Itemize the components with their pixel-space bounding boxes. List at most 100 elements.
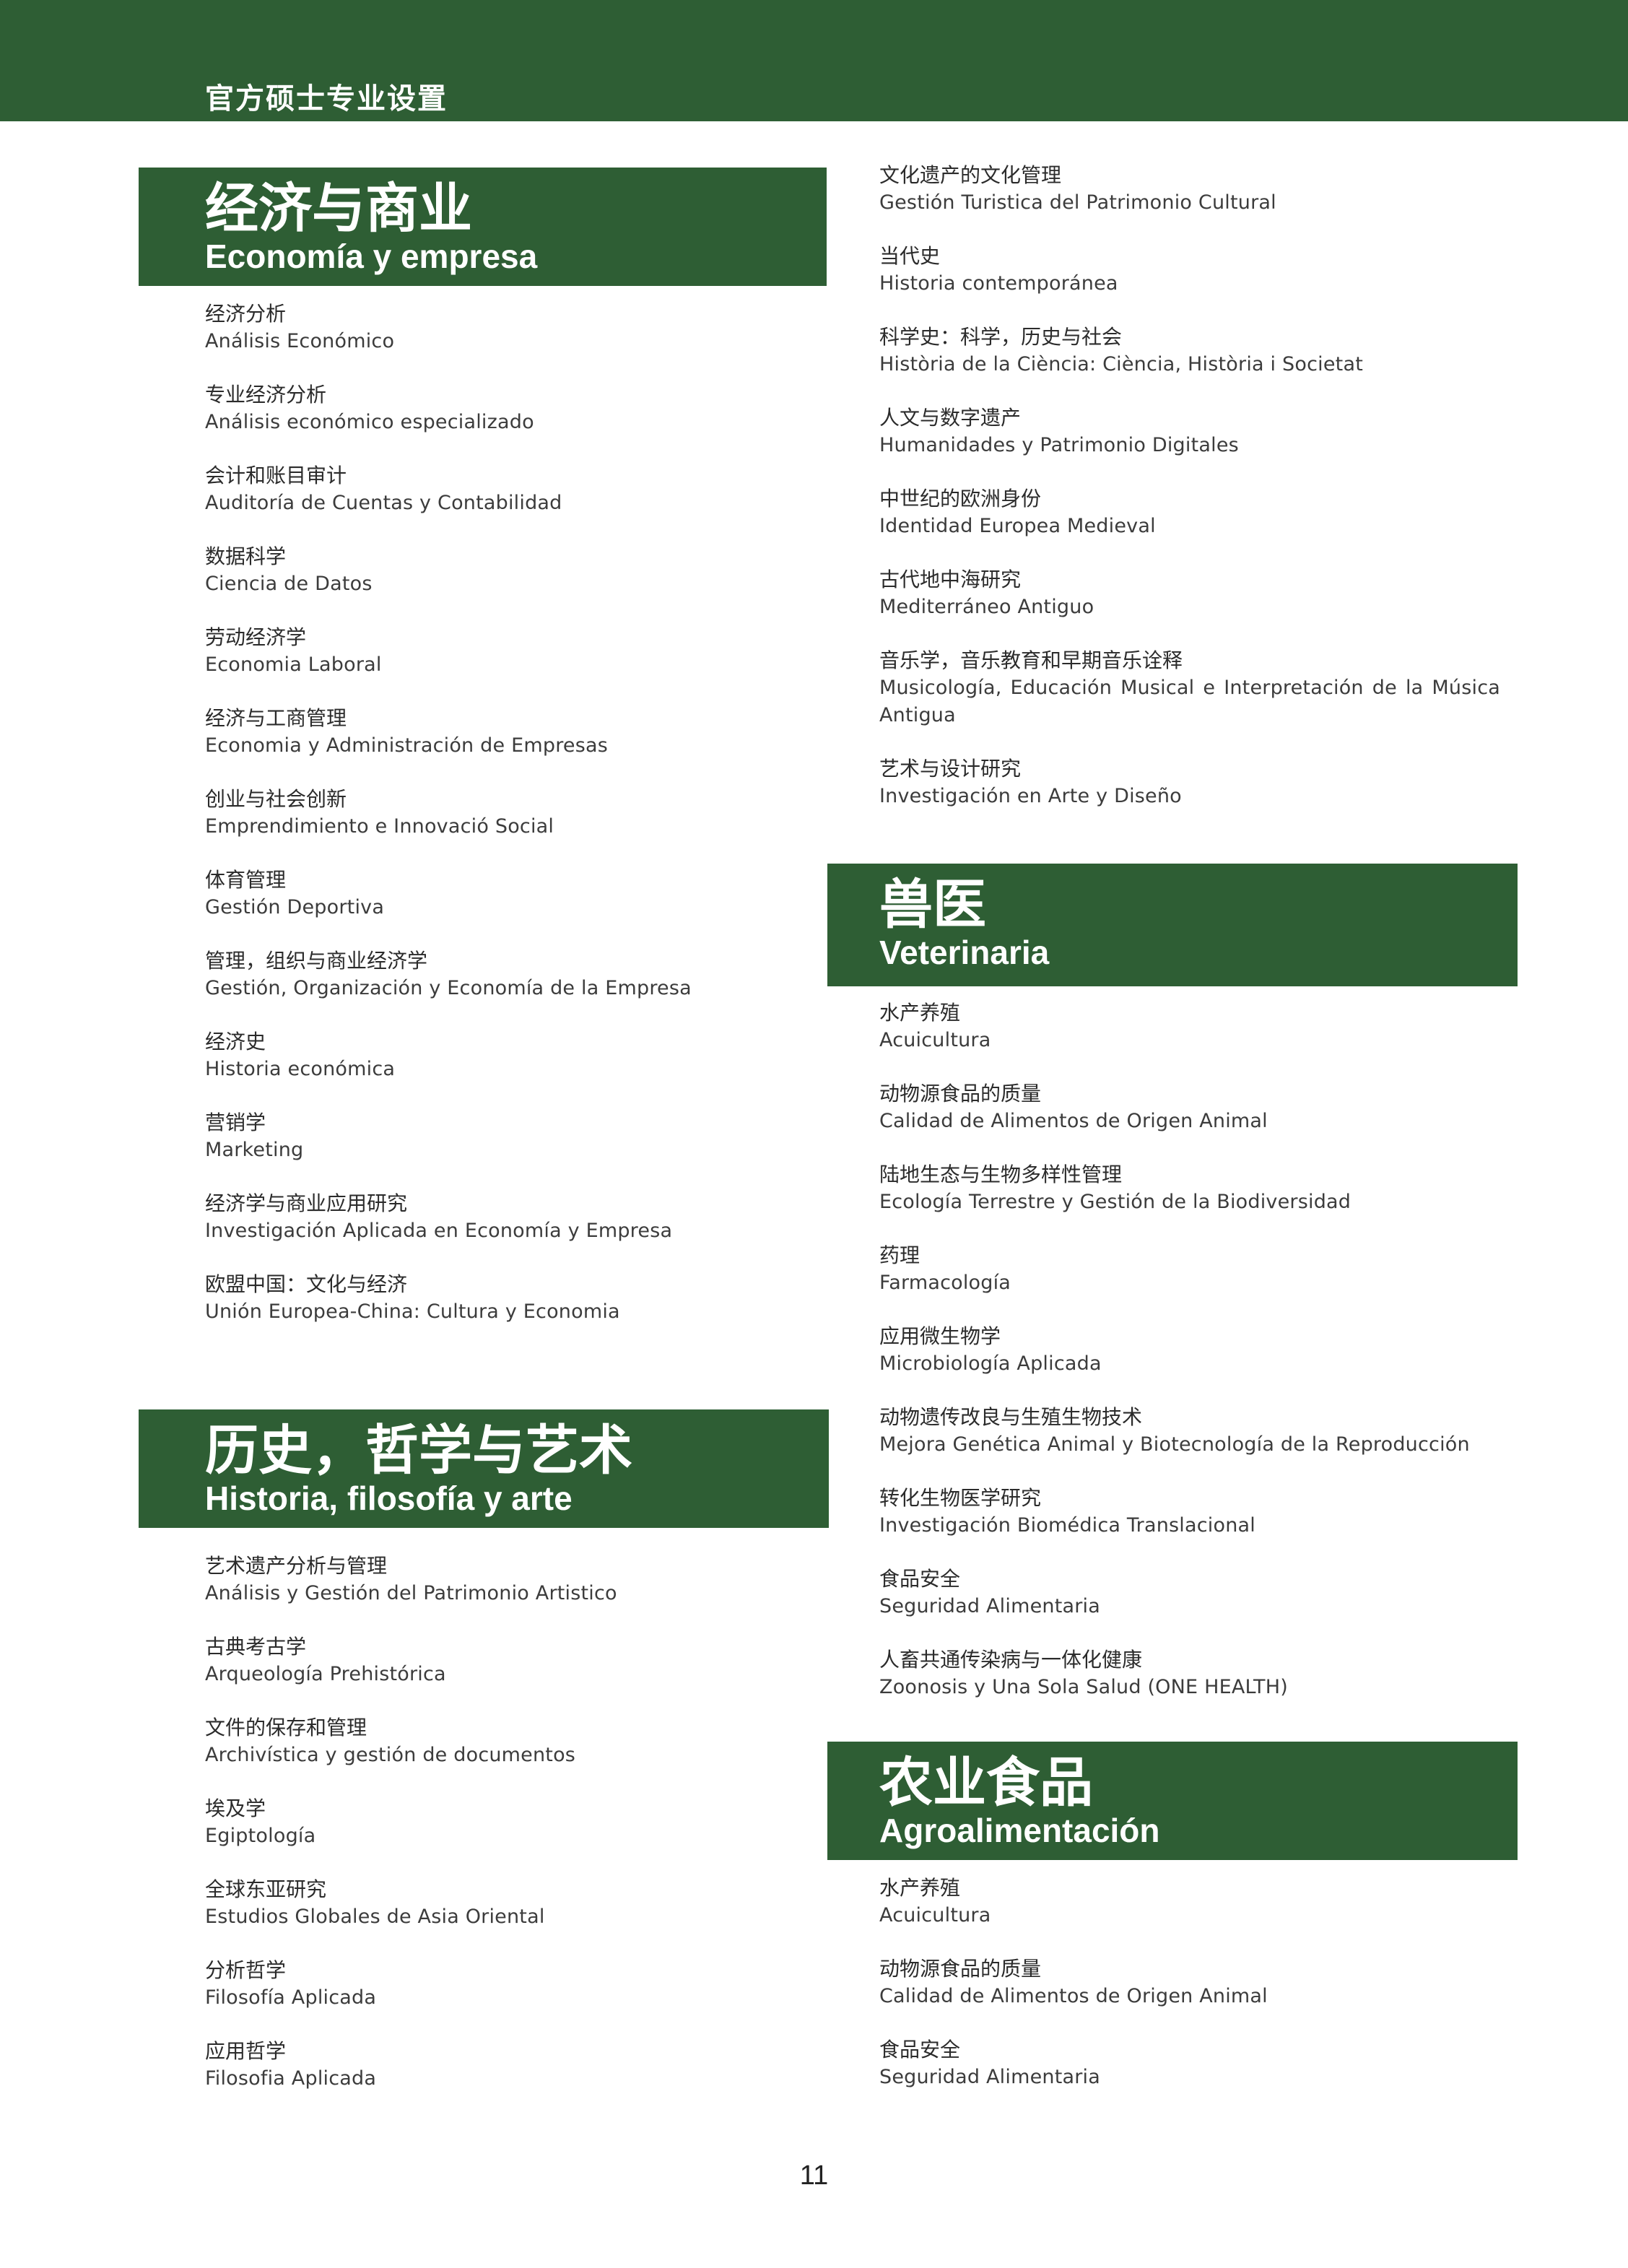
item-title-es: Economia y Administración de Empresas [205,734,608,757]
item-title-es: Investigación Biomédica Translacional [879,1514,1255,1537]
list-item: 专业经济分析 Análisis económico especializado [205,381,826,462]
item-title-zh: 经济与工商管理 [205,706,347,730]
item-title-zh: 陆地生态与生物多样性管理 [879,1163,1123,1186]
item-title-es: Egiptología [205,1825,316,1847]
item-title-es: Auditoría de Cuentas y Contabilidad [205,492,562,514]
item-title-zh: 动物源食品的质量 [879,1082,1042,1105]
list-economia: 经济分析 Análisis Económico 专业经济分析 Análisis ec… [205,300,826,1352]
list-historia: 艺术遗产分析与管理 Análisis y Gestión del Patrimon… [205,1552,826,2119]
item-title-zh: 应用微生物学 [879,1324,1001,1348]
list-item: 全球东亚研究 Estudios Globales de Asia Oriental [205,1876,826,1957]
list-item: 音乐学，音乐教育和早期音乐诠释 Musicología, Educación Mu… [879,647,1507,755]
list-item: 数据科学 Ciencia de Datos [205,543,826,624]
item-title-zh: 创业与社会创新 [205,787,347,811]
item-title-zh: 经济分析 [205,302,287,326]
item-title-es: Análisis económico especializado [205,411,534,433]
item-title-es: Humanidades y Patrimonio Digitales [879,434,1239,456]
item-title-zh: 人畜共通传染病与一体化健康 [879,1648,1143,1672]
list-item: 经济史 Historia económica [205,1028,826,1109]
item-title-zh: 文化遗产的文化管理 [879,163,1062,187]
list-item: 转化生物医学研究 Investigación Biomédica Translac… [879,1485,1507,1565]
item-title-zh: 会计和账目审计 [205,464,347,487]
list-item: 水产养殖 Acuicultura [879,999,1507,1080]
list-item: 动物遗传改良与生殖生物技术 Mejora Genética Animal y Bi… [879,1404,1507,1485]
item-title-zh: 文件的保存和管理 [205,1716,367,1739]
item-title-es: Arqueología Prehistórica [205,1663,446,1685]
item-title-es: Seguridad Alimentaria [879,1595,1100,1617]
section-title-zh: 历史，哲学与艺术 [205,1420,632,1482]
item-title-es: Zoonosis y Una Sola Salud (ONE HEALTH) [879,1676,1288,1698]
list-item: 动物源食品的质量 Calidad de Alimentos de Origen A… [879,1080,1507,1161]
item-title-zh: 专业经济分析 [205,383,327,407]
list-item: 文件的保存和管理 Archivística y gestión de docume… [205,1714,826,1795]
list-item: 人文与数字遗产 Humanidades y Patrimonio Digitale… [879,404,1507,485]
item-title-es: Mediterráneo Antiguo [879,596,1094,618]
item-title-zh: 音乐学，音乐教育和早期音乐诠释 [879,648,1183,672]
item-title-zh: 劳动经济学 [205,625,307,649]
list-item: 动物源食品的质量 Calidad de Alimentos de Origen A… [879,1955,1507,2036]
item-title-es: Gestión Deportiva [205,896,385,918]
list-item: 食品安全 Seguridad Alimentaria [879,1565,1507,1646]
item-title-es: Seguridad Alimentaria [879,2066,1100,2088]
item-title-zh: 分析哲学 [205,1958,287,1982]
item-title-es: Història de la Ciència: Ciència, Històri… [879,353,1363,375]
item-title-es: Gestión Turistica del Patrimonio Cultura… [879,191,1276,214]
list-item: 创业与社会创新 Emprendimiento e Innovació Social [205,786,826,866]
list-item: 艺术与设计研究 Investigación en Arte y Diseño [879,755,1507,836]
section-banner-agro: 农业食品 Agroalimentación [827,1742,1518,1860]
list-item: 文化遗产的文化管理 Gestión Turistica del Patrimoni… [879,162,1507,243]
list-item: 水产养殖 Acuicultura [879,1874,1507,1955]
section-title-es: Historia, filosofía y arte [205,1480,573,1517]
section-title-es: Veterinaria [879,934,1050,971]
list-item: 体育管理 Gestión Deportiva [205,866,826,947]
item-title-es: Estudios Globales de Asia Oriental [205,1906,545,1928]
item-title-zh: 动物源食品的质量 [879,1957,1042,1981]
item-title-zh: 水产养殖 [879,1876,961,1900]
item-title-zh: 经济学与商业应用研究 [205,1191,408,1215]
item-title-zh: 欧盟中国：文化与经济 [205,1272,408,1296]
list-item: 药理 Farmacología [879,1242,1507,1323]
section-title-es: Economía y empresa [205,238,538,275]
list-agro: 水产养殖 Acuicultura 动物源食品的质量 Calidad de Alime… [879,1874,1507,2117]
header-bar: 官方硕士专业设置 [0,0,1628,121]
item-title-zh: 中世纪的欧洲身份 [879,487,1042,510]
list-item: 经济与工商管理 Economia y Administración de Empr… [205,705,826,786]
item-title-zh: 人文与数字遗产 [879,406,1022,430]
section-title-zh: 兽医 [879,874,986,936]
item-title-es: Análisis Económico [205,330,395,352]
section-banner-historia: 历史，哲学与艺术 Historia, filosofía y arte [139,1409,829,1528]
list-item: 古代地中海研究 Mediterráneo Antiguo [879,566,1507,647]
item-title-es: Unión Europea-China: Cultura y Economia [205,1300,620,1323]
item-title-zh: 当代史 [879,244,941,268]
item-title-es: Mejora Genética Animal y Biotecnología d… [879,1433,1470,1456]
item-title-es: Filosofía Aplicada [205,1986,377,2009]
item-title-es: Acuicultura [879,1029,991,1051]
item-title-es: Microbiología Aplicada [879,1352,1102,1375]
item-title-zh: 水产养殖 [879,1001,961,1025]
list-item: 经济学与商业应用研究 Investigación Aplicada en Econ… [205,1190,826,1271]
item-title-es: Investigación en Arte y Diseño [879,785,1182,807]
section-title-zh: 农业食品 [879,1752,1093,1814]
item-title-zh: 动物遗传改良与生殖生物技术 [879,1405,1143,1429]
item-title-es: Filosofia Aplicada [205,2067,377,2090]
page-number: 11 [799,2160,829,2191]
item-title-es: Historia contemporánea [879,272,1118,295]
list-item: 管理，组织与商业经济学 Gestión, Organización y Econo… [205,947,826,1028]
item-title-es: Identidad Europea Medieval [879,515,1156,537]
item-title-es: Archivística y gestión de documentos [205,1744,576,1766]
item-title-es: Gestión, Organización y Economía de la E… [205,977,692,999]
list-veterinaria: 水产养殖 Acuicultura 动物源食品的质量 Calidad de Alime… [879,999,1507,1727]
item-title-zh: 科学史：科学，历史与社会 [879,325,1123,349]
item-title-zh: 体育管理 [205,868,287,892]
item-title-zh: 经济史 [205,1030,266,1053]
item-title-zh: 古典考古学 [205,1635,307,1659]
list-item: 应用微生物学 Microbiología Aplicada [879,1323,1507,1404]
list-item: 食品安全 Seguridad Alimentaria [879,2036,1507,2117]
list-item: 会计和账目审计 Auditoría de Cuentas y Contabilid… [205,462,826,543]
item-title-es: Musicología, Educación Musical e Interpr… [879,677,1500,726]
item-title-zh: 食品安全 [879,1567,961,1591]
item-title-zh: 艺术遗产分析与管理 [205,1554,388,1578]
list-item: 分析哲学 Filosofía Aplicada [205,1957,826,2038]
item-title-zh: 食品安全 [879,2038,961,2061]
section-banner-economia: 经济与商业 Economía y empresa [139,168,827,286]
